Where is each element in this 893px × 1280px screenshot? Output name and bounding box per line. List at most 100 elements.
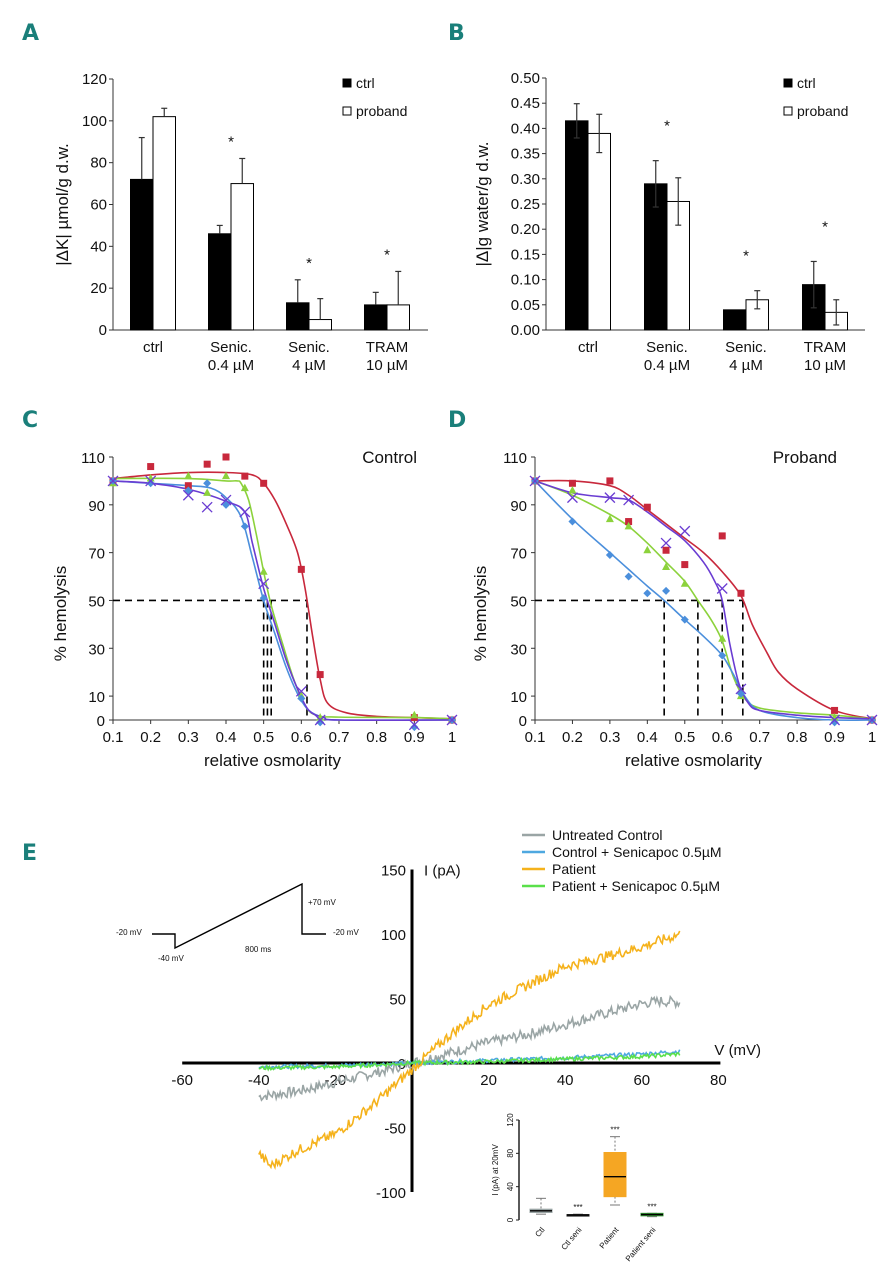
data-point-green-triangle: [624, 521, 633, 530]
y-tick-label: 40: [90, 238, 107, 255]
x-category-label: 4 µM: [729, 357, 763, 374]
panel-letter-e: E: [22, 841, 37, 866]
data-point-blue-diamond: [203, 479, 212, 488]
data-point-green-triangle: [680, 579, 689, 587]
panel-letter-d: D: [448, 408, 466, 433]
data-point-blue-diamond: [568, 517, 577, 526]
y-tick-label: 150: [381, 863, 406, 880]
legend-label-ctrl: ctrl: [797, 75, 816, 91]
x-tick-label: 20: [480, 1072, 497, 1089]
y-tick-label: 0.45: [511, 95, 540, 112]
data-point-red-square: [737, 589, 745, 597]
x-tick-label: 0.1: [525, 729, 546, 746]
y-axis-title: % hemolysis: [471, 566, 490, 661]
data-point-green-triangle: [203, 488, 212, 496]
y-tick-label: 50: [88, 593, 105, 610]
voltage-protocol-diagram: -20 mV -40 mV 800 ms +70 mV -20 mV: [116, 882, 359, 963]
x-category-label: Senic.: [288, 339, 330, 356]
y-tick-label: 0.30: [511, 171, 540, 188]
data-point-purple-cross: [239, 506, 251, 518]
protocol-label-hold-right: -20 mV: [333, 928, 359, 937]
x-tick-label: 0.5: [674, 729, 695, 746]
data-point-blue-diamond: [410, 723, 419, 732]
data-point-purple-cross: [295, 685, 307, 697]
data-point-blue-diamond: [830, 718, 839, 727]
data-point-purple-cross: [314, 714, 326, 726]
significance-star: *: [664, 118, 670, 135]
data-point-red-square: [260, 479, 268, 487]
bar-proband: [587, 132, 611, 331]
inset-category-label: Ctl seni: [559, 1225, 583, 1251]
y-tick-label: 0: [99, 322, 107, 339]
data-point-blue-diamond: [680, 615, 689, 624]
x-category-label: ctrl: [143, 339, 163, 356]
protocol-label-step-low: -40 mV: [158, 954, 184, 963]
y-tick-label: 0: [97, 713, 105, 730]
data-point-purple-cross: [866, 714, 878, 726]
y-tick-label: 0.10: [511, 272, 540, 289]
data-point-blue-diamond: [624, 572, 633, 581]
x-tick-label: -60: [171, 1072, 193, 1089]
x-tick-label: 0.2: [562, 729, 583, 746]
data-point-red-square: [316, 671, 324, 679]
bar-ctrl: [723, 309, 747, 331]
inset-y-tick-label: 0: [506, 1217, 515, 1222]
x-tick-label: 80: [710, 1072, 727, 1089]
bar-proband: [230, 183, 254, 331]
x-category-label: 0.4 µM: [644, 357, 690, 374]
x-tick-label: 0.1: [103, 729, 124, 746]
data-point-blue-diamond: [662, 586, 671, 595]
data-point-purple-cross: [446, 714, 458, 726]
legend-label-proband: proband: [356, 103, 407, 119]
data-point-blue-diamond: [718, 651, 727, 660]
data-point-purple-cross: [660, 537, 672, 549]
data-point-red-square: [606, 477, 614, 485]
y-tick-label: 0.20: [511, 221, 540, 238]
legend-label: Patient + Senicapoc 0.5µM: [552, 878, 720, 894]
x-tick-label: 0.3: [178, 729, 199, 746]
data-point-purple-cross: [258, 578, 270, 590]
x-category-label: 0.4 µM: [208, 357, 254, 374]
inset-y-tick-label: 120: [506, 1113, 515, 1127]
y-axis-title: |Δ|g water/g d.w.: [473, 141, 492, 266]
x-tick-label: 0.2: [140, 729, 161, 746]
data-point-purple-cross: [679, 525, 691, 537]
panel-b-bar-chart: 0.00 0.05 0.10 0.15 0.20 0.25 0.30 0.35 0.40 0.45…: [473, 70, 865, 374]
x-tick-label: 0.7: [329, 729, 350, 746]
x-tick-label: 40: [557, 1072, 574, 1089]
data-point-green-triangle: [184, 471, 193, 480]
fit-curve-blue-diamond: [534, 480, 873, 721]
y-tick-label: 90: [510, 498, 527, 515]
y-tick-label: 0.05: [511, 297, 540, 314]
panel-c-hemolysis-chart: 0 10 30 50 70 90 110 0.1 0.2 0.3 0.4 0.5 0.6 0.7 0.8 0.…: [51, 448, 458, 770]
data-point-green-triangle: [410, 710, 419, 719]
legend-label-proband: proband: [797, 103, 848, 119]
data-point-purple-cross: [220, 494, 232, 506]
y-tick-label: 20: [90, 280, 107, 297]
y-tick-label: 0.40: [511, 120, 540, 137]
x-category-label: Senic.: [725, 339, 767, 356]
bar-ctrl: [208, 233, 232, 331]
x-tick-label: 0.6: [291, 729, 312, 746]
fit-curve-purple-cross: [112, 480, 453, 721]
panel-letter-b: B: [448, 21, 465, 46]
data-point-green-triangle: [643, 545, 652, 554]
data-point-red-square: [297, 565, 305, 573]
y-tick-label: 100: [82, 113, 107, 130]
data-point-green-triangle: [240, 483, 249, 492]
x-tick-label: 0.5: [253, 729, 274, 746]
data-point-red-square: [222, 453, 230, 461]
x-tick-label: 0.4: [216, 729, 237, 746]
fit-curve-purple-cross: [534, 480, 873, 720]
protocol-label-peak: +70 mV: [308, 898, 336, 907]
data-point-blue-diamond: [316, 718, 325, 727]
x-tick-label: 0.9: [404, 729, 425, 746]
x-category-label: TRAM: [804, 339, 847, 356]
box-patient: [603, 1152, 627, 1198]
x-category-label: 10 µM: [804, 357, 846, 374]
significance-star: *: [822, 218, 828, 235]
bar-ctrl: [364, 304, 388, 331]
panel-e-inset-boxplot: 0 40 80 120 I (pA) at 20mV Ctl *** Ctl seni *** P…: [491, 1113, 664, 1263]
data-point-red-square: [241, 472, 249, 480]
